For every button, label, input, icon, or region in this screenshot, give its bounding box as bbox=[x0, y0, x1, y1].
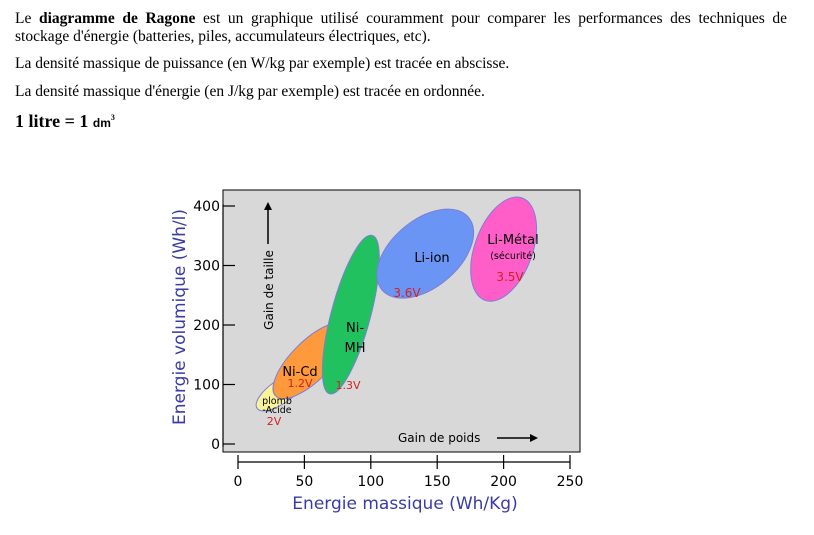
x-tick-label: 250 bbox=[557, 474, 584, 490]
technology-ellipse bbox=[376, 208, 475, 299]
y-axis-label: Energie volumique (Wh/l) bbox=[170, 209, 190, 425]
intro-paragraph: Le diagramme de Ragone est un graphique … bbox=[15, 10, 787, 46]
technology-label: Ni-Cd bbox=[282, 365, 317, 380]
x-tick-label: 150 bbox=[424, 474, 451, 490]
intro-rest: est un graphique utilisé couramment pour… bbox=[15, 10, 787, 45]
liter-equivalence: 1 litre = 1 dm3 bbox=[15, 109, 787, 132]
abscissa-paragraph: La densité massique de puissance (en W/k… bbox=[15, 55, 510, 72]
technology-label: Li-Métal bbox=[487, 233, 538, 248]
y-annotation-arrowhead bbox=[264, 202, 272, 210]
technology-label: plomb bbox=[262, 396, 292, 407]
technology-ellipse bbox=[321, 234, 380, 395]
intro-lead: Le bbox=[15, 10, 39, 27]
technology-label: Li-ion bbox=[414, 251, 449, 266]
voltage-label: 1.2V bbox=[287, 377, 312, 390]
ragone-term: diagramme de Ragone bbox=[38, 10, 196, 27]
y-tick-label: 300 bbox=[193, 259, 220, 275]
y-annotation: Gain de taille bbox=[262, 250, 276, 330]
x-axis-label: Energie massique (Wh/Kg) bbox=[292, 494, 517, 514]
voltage-label: 3.5V bbox=[496, 270, 524, 284]
technology-label: Ni- bbox=[346, 321, 364, 336]
technology-label-line2: (sécurité) bbox=[490, 251, 536, 262]
technology-label-line2: MH bbox=[345, 341, 366, 356]
technology-label-line2: -Acide bbox=[262, 405, 291, 416]
liter-unit: dm bbox=[92, 116, 111, 130]
voltage-label: 1.3V bbox=[335, 379, 360, 392]
voltage-label: 3.6V bbox=[393, 286, 421, 300]
x-tick-label: 50 bbox=[295, 474, 313, 490]
intro-text: Le diagramme de Ragone est un graphique … bbox=[15, 10, 787, 132]
y-tick-label: 0 bbox=[211, 437, 220, 453]
x-annotation: Gain de poids bbox=[398, 431, 480, 445]
liter-exponent: 3 bbox=[110, 113, 115, 122]
technology-ellipse bbox=[470, 196, 538, 302]
ordinate-paragraph: La densité massique d'énergie (en J/kg p… bbox=[15, 83, 485, 100]
y-tick-label: 400 bbox=[193, 199, 220, 215]
x-tick-label: 200 bbox=[490, 474, 517, 490]
y-tick-label: 100 bbox=[193, 378, 220, 394]
y-tick-label: 200 bbox=[193, 318, 220, 334]
ragone-chart: plomb -Acide 2V Ni-Cd 1.2V Ni- MH 1.3V Li-ion 3.6… bbox=[160, 182, 600, 522]
x-tick-label: 100 bbox=[357, 474, 384, 490]
voltage-label: 2V bbox=[267, 415, 282, 428]
x-tick-label: 0 bbox=[234, 474, 243, 490]
liter-text: 1 litre = 1 bbox=[15, 111, 93, 131]
x-annotation-arrowhead bbox=[530, 434, 538, 442]
